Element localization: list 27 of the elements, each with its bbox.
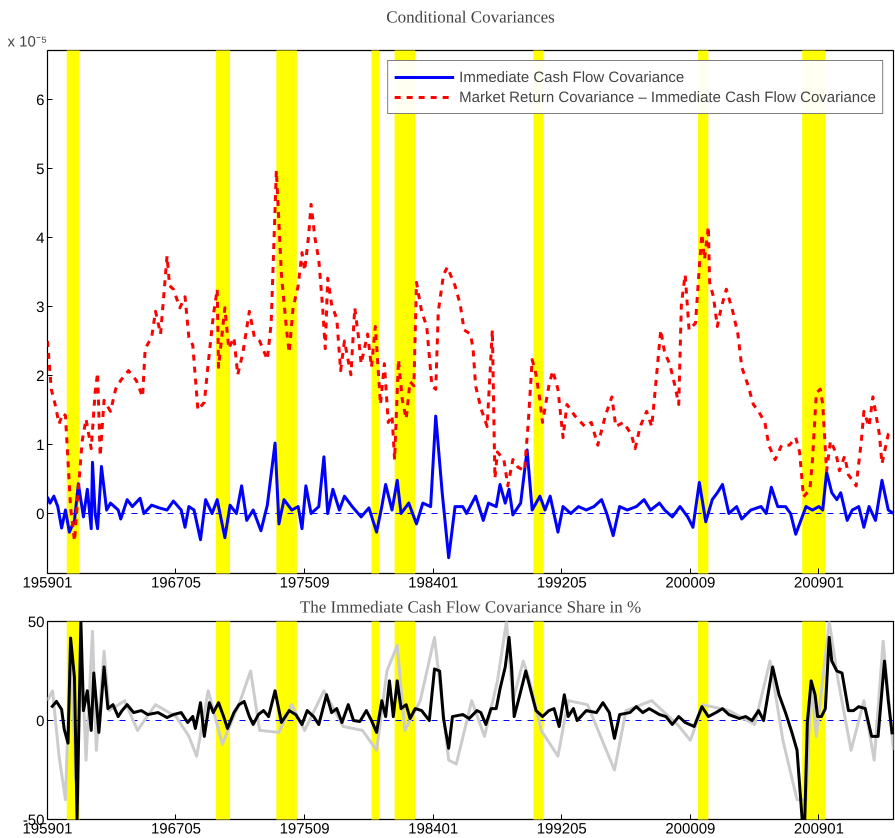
y-tick-label: 0	[36, 506, 44, 523]
y-tick-label: 2	[36, 368, 44, 385]
text: x 10⁻⁵	[8, 34, 48, 50]
chart-title: The Immediate Cash Flow Covariance Share in %	[300, 598, 642, 616]
y-tick-label: 4	[36, 230, 44, 247]
x-tick-label: 200009	[665, 820, 716, 838]
y-tick-label: 6	[36, 92, 44, 109]
legend-label: Immediate Cash Flow Covariance	[459, 68, 684, 86]
x-tick-label: 198401	[408, 820, 458, 838]
x-tick-label: 196705	[150, 574, 202, 592]
x-tick-label: 199205	[536, 574, 587, 592]
chart-title: Conditional Covariances	[386, 8, 555, 26]
x-tick-label: 200009	[665, 574, 716, 592]
x-tick-label: 197509	[280, 820, 330, 838]
legend-label: Market Return Covariance – Immediate Cash Flow Covariance	[459, 88, 876, 106]
x-tick-label: 198401	[408, 574, 458, 592]
x-tick-label: 199205	[536, 820, 587, 838]
y-tick-label: 1	[36, 436, 44, 454]
x-tick-label: 195901	[22, 574, 73, 592]
x-tick-label: 200901	[794, 820, 844, 838]
y-tick-label: 50	[28, 614, 45, 631]
x-tick-label: 200901	[794, 574, 844, 592]
y-tick-label: 0	[36, 713, 44, 730]
x-tick-label: 197509	[280, 574, 330, 592]
y-tick-label: 5	[36, 160, 44, 178]
y-tick-label: 3	[36, 298, 44, 316]
x-tick-label: 196705	[150, 820, 202, 838]
